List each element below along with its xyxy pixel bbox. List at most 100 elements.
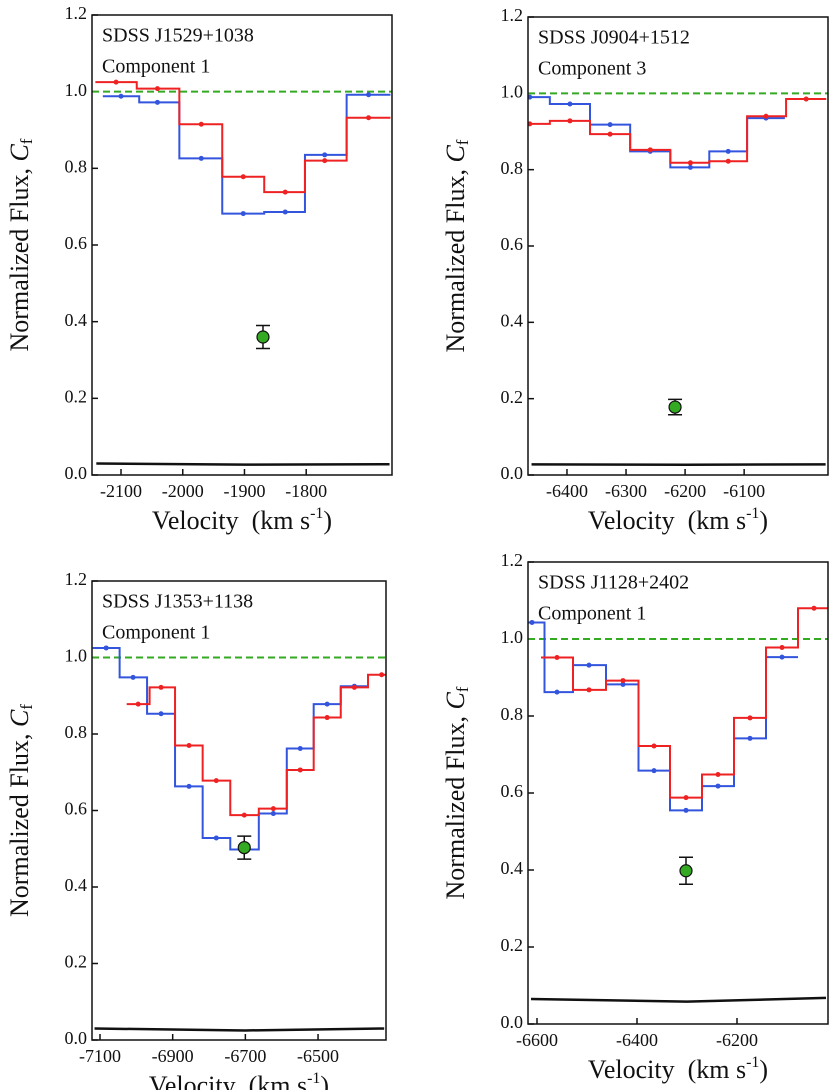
data-point [620,678,626,684]
plot-area [528,92,828,466]
data-point [240,211,246,217]
data-point [297,746,303,752]
data-point [270,811,276,817]
data-point [687,164,693,170]
data-point [198,155,204,161]
y-tick-label: 0.4 [65,875,88,895]
data-point [554,689,560,695]
y-label-symbol: C [5,709,34,727]
y-tick-label: 0.8 [65,722,88,742]
x-tick-label: -6700 [224,1046,266,1066]
y-tick-label: 1.0 [65,80,88,100]
y-tick-label: 0.2 [501,387,524,407]
data-point [725,148,731,154]
x-tick-label: -6100 [723,481,765,501]
y-label-subscript: f [17,704,36,710]
x-tick-label: -6200 [664,481,706,501]
data-point [811,605,817,611]
y-tick-label: 0.2 [65,952,88,972]
data-point [379,672,385,678]
y-label-symbol: C [441,692,470,710]
data-point [322,158,328,164]
plot-frame [91,580,387,1041]
data-point [282,189,288,195]
y-tick-label: 1.0 [65,646,88,666]
data-point [213,778,219,784]
panel-title: SDSS J1529+1038 [102,25,254,47]
y-tick-label: 0.4 [65,310,88,330]
measurement-point [237,841,251,855]
data-point [103,645,109,651]
y-tick-label: 1.0 [501,627,524,647]
y-tick-label: 0.8 [501,704,524,724]
data-point [715,783,721,789]
measurement-point [668,400,682,414]
x-label-superscript: -1 [310,505,323,522]
x-label-text: ) [759,1055,768,1084]
noise-line [530,996,827,1003]
x-axis-label: Velocity (km s-1) [149,1070,329,1090]
data-point [282,209,288,215]
y-label-text: Normalized Flux, [5,727,34,917]
measurement-point [256,330,270,344]
data-point [297,767,303,773]
y-tick-label: 0.8 [65,156,88,176]
y-label-text: Normalized Flux, [5,162,34,352]
step-line [541,607,828,799]
data-point [803,96,809,102]
chart-panel: 0.0 0.2 0.4 0.6 0.8 1.0 1.2 -7100 -6900 -6700 -650… [5,569,387,1090]
y-tick-label: 0.4 [501,310,524,330]
data-point [186,783,192,789]
data-point [351,684,357,690]
y-tick-label: 0.2 [501,935,524,955]
y-tick-label: 0.4 [501,858,524,878]
y-label-subscript: f [17,138,36,144]
panel-title: Component 1 [102,56,210,78]
plot-area [528,605,828,1003]
noise-line [96,462,390,466]
y-label-symbol: C [441,145,470,163]
x-tick-label: -6400 [546,481,588,501]
x-label-text: Velocity (km s [588,506,746,535]
y-label-text: Normalized Flux, [441,710,470,900]
plot-frame [91,14,393,476]
y-tick-label: 0.8 [501,158,524,178]
y-tick-label: 0.6 [65,799,88,819]
data-point [154,99,160,105]
data-point [607,122,613,128]
x-tick-label: -6500 [297,1046,339,1066]
data-point [240,174,246,180]
data-point [586,662,592,668]
x-axis-label: Velocity (km s-1) [588,1054,768,1084]
step-line [126,673,386,817]
data-point [747,735,753,741]
data-point [158,711,164,717]
data-point [567,118,573,124]
y-tick-label: 0.6 [65,233,88,253]
y-axis-label: Normalized Flux, Cf [5,704,36,917]
y-tick-label: 1.2 [501,550,524,570]
data-point [779,654,785,660]
data-point [567,101,573,107]
data-point [715,772,721,778]
x-axis-label: Velocity (km s-1) [588,505,768,535]
data-point [198,121,204,127]
x-tick-label: -6600 [516,1030,558,1050]
x-tick-label: -6300 [605,481,647,501]
data-point [586,687,592,693]
y-tick-label: 1.2 [65,569,88,589]
chart-panel: 0.0 0.2 0.4 0.6 0.8 1.0 1.2 -2100 -2000 -1900 -180… [5,3,393,535]
x-axis-label: Velocity (km s-1) [152,505,332,535]
x-label-text: ) [759,506,768,535]
panel-title: SDSS J0904+1512 [538,27,690,49]
x-label-text: Velocity (km s [152,506,310,535]
x-label-superscript: -1 [307,1070,320,1087]
y-axis-label: Normalized Flux, Cf [441,139,472,352]
step-line [528,621,798,812]
data-point [270,806,276,812]
x-label-text: ) [323,506,332,535]
x-tick-label: -6200 [716,1030,758,1050]
plot-area [92,645,386,1032]
data-point [554,654,560,660]
